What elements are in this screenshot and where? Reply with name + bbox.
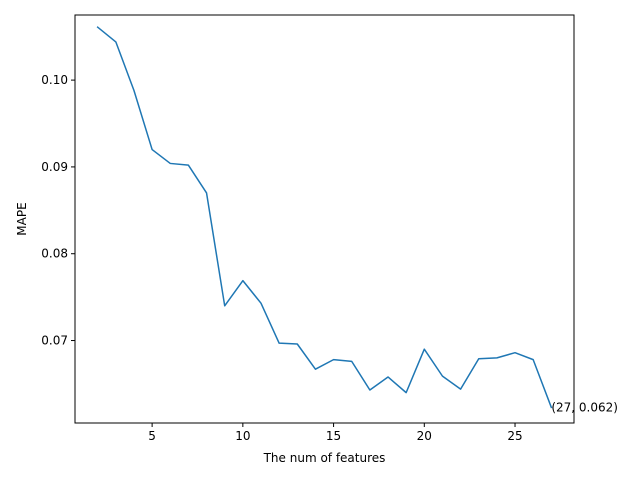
annotation-layer: (27, 0.062) <box>551 400 618 414</box>
y-axis-ticks: 0.07 0.08 0.09 0.10 <box>41 73 75 348</box>
y-tick-label: 0.10 <box>41 73 68 87</box>
data-point-annotation: (27, 0.062) <box>551 400 618 414</box>
y-tick-label: 0.09 <box>41 160 68 174</box>
x-axis-label: The num of features <box>263 451 386 465</box>
x-tick-label: 15 <box>326 429 341 443</box>
series-layer <box>96 26 553 409</box>
y-tick-label: 0.07 <box>41 334 68 348</box>
axes-frame <box>74 14 575 424</box>
x-axis-ticks: 5 10 15 20 25 <box>148 423 523 443</box>
series-line-0 <box>96 26 553 409</box>
x-tick-label: 5 <box>148 429 156 443</box>
x-tick-label: 20 <box>417 429 432 443</box>
x-tick-label: 10 <box>235 429 250 443</box>
y-tick-label: 0.08 <box>41 247 68 261</box>
y-axis-label: MAPE <box>15 202 29 235</box>
x-tick-label: 25 <box>507 429 522 443</box>
